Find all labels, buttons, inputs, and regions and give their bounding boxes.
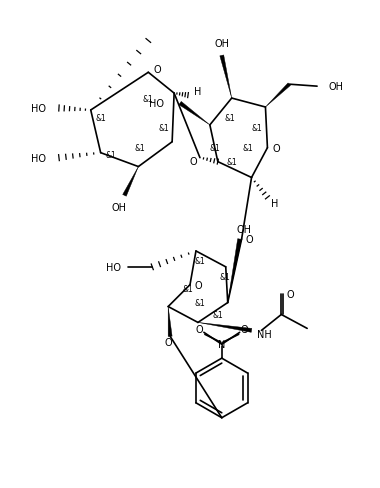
Text: &1: &1 (242, 144, 253, 153)
Text: &1: &1 (226, 158, 237, 167)
Text: &1: &1 (209, 144, 220, 153)
Text: HO: HO (31, 153, 46, 163)
Text: OH: OH (111, 203, 126, 213)
Text: OH: OH (329, 82, 344, 92)
Text: &1: &1 (143, 94, 154, 103)
Polygon shape (168, 307, 172, 337)
Text: H: H (194, 87, 201, 97)
Polygon shape (220, 56, 232, 99)
Text: &1: &1 (159, 124, 169, 133)
Text: &1: &1 (212, 310, 223, 319)
Text: O: O (245, 235, 253, 244)
Text: O: O (195, 325, 203, 335)
Text: &1: &1 (224, 114, 235, 123)
Text: &1: &1 (251, 124, 262, 133)
Text: O: O (195, 280, 203, 290)
Text: &1: &1 (183, 285, 193, 294)
Text: H: H (271, 199, 279, 209)
Text: O: O (241, 325, 249, 335)
Text: O: O (164, 338, 172, 347)
Text: NH: NH (256, 330, 271, 340)
Polygon shape (179, 102, 210, 125)
Text: HO: HO (106, 262, 120, 272)
Text: OH: OH (236, 224, 251, 235)
Text: &1: &1 (135, 144, 146, 153)
Text: OH: OH (214, 40, 229, 49)
Text: O: O (286, 289, 294, 299)
Polygon shape (228, 239, 242, 303)
Text: &1: &1 (105, 151, 116, 160)
Text: O: O (272, 143, 280, 153)
Text: &1: &1 (219, 273, 230, 282)
Text: HO: HO (31, 104, 46, 114)
Polygon shape (198, 323, 252, 333)
Text: HO: HO (149, 99, 164, 109)
Text: &1: &1 (95, 114, 106, 123)
Text: N: N (218, 340, 225, 349)
Text: O: O (189, 156, 197, 166)
Text: &1: &1 (195, 299, 205, 307)
Text: &1: &1 (195, 257, 205, 266)
Text: O: O (153, 65, 161, 75)
Polygon shape (266, 84, 290, 108)
Polygon shape (123, 167, 138, 197)
